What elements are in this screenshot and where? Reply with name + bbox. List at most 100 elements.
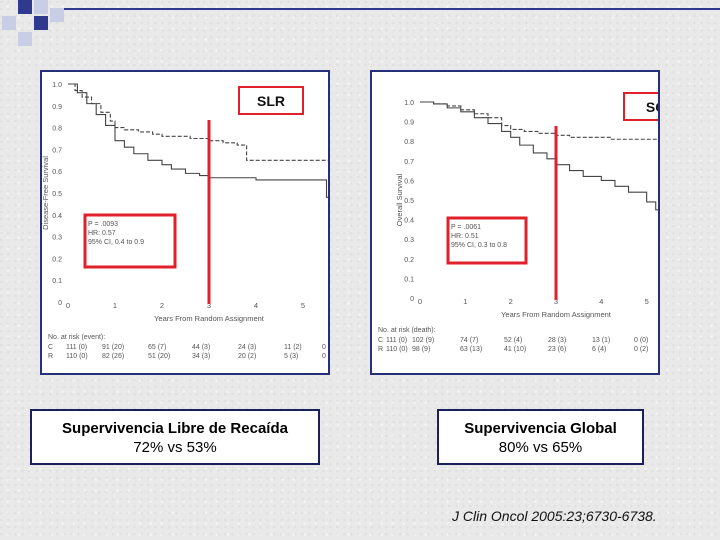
risk-row-arm: C bbox=[378, 337, 383, 344]
risk-cell: 23 (6) bbox=[548, 346, 566, 353]
risk-cell: 111 (0) bbox=[66, 344, 87, 351]
top-rule bbox=[64, 8, 720, 10]
stats-text: HR: 0.51 bbox=[451, 233, 479, 240]
y-tick-label: 0.9 bbox=[52, 104, 62, 111]
risk-cell: 0 (0) bbox=[322, 344, 328, 351]
risk-cell: 13 (1) bbox=[592, 337, 610, 344]
stats-highlight-box bbox=[446, 216, 528, 265]
risk-cell: 0 (2) bbox=[634, 346, 648, 353]
risk-cell: 65 (7) bbox=[148, 344, 166, 351]
y-tick-label: 0.8 bbox=[52, 126, 62, 133]
risk-table-heading: No. at risk (event): bbox=[48, 334, 105, 341]
series-line-r bbox=[420, 101, 658, 211]
y-tick-label: 1.0 bbox=[404, 100, 414, 107]
risk-row-arm: R bbox=[48, 353, 53, 360]
y-tick-label: 1.0 bbox=[52, 82, 62, 89]
y-tick-label: 0.3 bbox=[404, 237, 414, 244]
caption-dfs: Supervivencia Libre de Recaída 72% vs 53… bbox=[30, 409, 320, 465]
x-tick-label: 5 bbox=[645, 297, 649, 306]
x-tick-label: 3 bbox=[207, 301, 211, 310]
corner-square-decoration bbox=[34, 0, 48, 14]
risk-cell: 41 (10) bbox=[504, 346, 526, 353]
stats-text: P = .0093 bbox=[88, 221, 118, 228]
caption-os-title: Supervivencia Global bbox=[464, 420, 617, 437]
corner-square-decoration bbox=[34, 16, 48, 30]
risk-cell: 24 (3) bbox=[238, 344, 256, 351]
chart-panel-os: 0 0.1 0.2 0.3 0.4 0.5 0.6 0.7 0.8 0.9 1.0 Overall S… bbox=[370, 70, 660, 375]
chart-panel-dfs: 0 0.1 0.2 0.3 0.4 0.5 0.6 0.7 0.8 0.9 1.0 Disease-F… bbox=[40, 70, 330, 375]
risk-cell: 91 (20) bbox=[102, 344, 124, 351]
risk-cell: 5 (3) bbox=[284, 353, 298, 360]
series-line-r bbox=[68, 83, 328, 198]
risk-cell: 82 (26) bbox=[102, 353, 124, 360]
series-line-c bbox=[68, 83, 328, 161]
chart-badge: SG bbox=[646, 99, 658, 115]
x-tick-label: 5 bbox=[301, 301, 305, 310]
y-tick-label: 0.4 bbox=[52, 213, 62, 220]
y-tick-label: 0.8 bbox=[404, 139, 414, 146]
risk-cell: 74 (7) bbox=[460, 337, 478, 344]
y-tick-label: 0.4 bbox=[404, 218, 414, 225]
y-tick-label: 0.2 bbox=[404, 257, 414, 264]
risk-cell: 20 (2) bbox=[238, 353, 256, 360]
risk-cell: 98 (9) bbox=[412, 346, 430, 353]
y-tick-label: 0.7 bbox=[52, 147, 62, 154]
x-tick-label: 1 bbox=[113, 301, 117, 310]
os-chart: 0 0.1 0.2 0.3 0.4 0.5 0.6 0.7 0.8 0.9 1.0 Overall S… bbox=[378, 92, 658, 353]
x-axis-title: Years From Random Assignment bbox=[154, 314, 265, 323]
risk-cell: 51 (20) bbox=[148, 353, 170, 360]
x-tick-label: 2 bbox=[509, 297, 513, 306]
risk-row-arm: R bbox=[378, 346, 383, 353]
y-tick-label: 0.9 bbox=[404, 120, 414, 127]
risk-cell: 34 (3) bbox=[192, 353, 210, 360]
risk-row-arm: C bbox=[48, 344, 53, 351]
x-tick-label: 4 bbox=[599, 297, 603, 306]
y-tick-label: 0 bbox=[58, 300, 62, 307]
x-tick-label: 4 bbox=[254, 301, 258, 310]
x-axis-title: Years From Random Assignment bbox=[501, 310, 612, 319]
y-axis-title: Overall Survival bbox=[395, 173, 404, 226]
stats-text: 95% CI, 0.3 to 0.8 bbox=[451, 242, 507, 249]
caption-dfs-value: 72% vs 53% bbox=[133, 439, 217, 456]
risk-cell: 44 (3) bbox=[192, 344, 210, 351]
corner-square-decoration bbox=[18, 32, 32, 46]
caption-os-value: 80% vs 65% bbox=[498, 439, 583, 456]
y-tick-label: 0.1 bbox=[52, 278, 62, 285]
risk-cell: 6 (4) bbox=[592, 346, 606, 353]
risk-cell: 0 (1) bbox=[322, 353, 328, 360]
caption-os: Supervivencia Global 80% vs 65% bbox=[437, 409, 644, 465]
stats-text: P = .0061 bbox=[451, 224, 481, 231]
dfs-chart: 0 0.1 0.2 0.3 0.4 0.5 0.6 0.7 0.8 0.9 1.0 Disease-F… bbox=[42, 82, 328, 360]
y-tick-label: 0.6 bbox=[404, 178, 414, 185]
y-tick-label: 0.3 bbox=[52, 235, 62, 242]
risk-cell: 0 (0) bbox=[634, 337, 648, 344]
chart-badge: SLR bbox=[257, 93, 285, 109]
corner-square-decoration bbox=[2, 16, 16, 30]
y-tick-label: 0.7 bbox=[404, 159, 414, 166]
risk-table-heading: No. at risk (death): bbox=[378, 327, 436, 334]
stats-text: 95% CI, 0.4 to 0.9 bbox=[88, 239, 144, 246]
citation: J Clin Oncol 2005:23;6730-6738. bbox=[452, 508, 657, 524]
caption-dfs-title: Supervivencia Libre de Recaída bbox=[62, 420, 288, 437]
risk-cell: 28 (3) bbox=[548, 337, 566, 344]
x-tick-label: 2 bbox=[160, 301, 164, 310]
risk-cell: 110 (0) bbox=[386, 346, 408, 353]
y-tick-label: 0 bbox=[410, 296, 414, 303]
badge-box bbox=[623, 92, 658, 121]
risk-cell: 11 (2) bbox=[284, 344, 302, 351]
risk-cell: 52 (4) bbox=[504, 337, 522, 344]
stats-highlight-box bbox=[83, 213, 177, 269]
x-tick-label: 0 bbox=[418, 297, 422, 306]
stats-text: HR: 0.57 bbox=[88, 230, 116, 237]
x-tick-label: 0 bbox=[66, 301, 70, 310]
y-axis-title: Disease-Free Survival bbox=[42, 156, 50, 230]
risk-cell: 110 (0) bbox=[66, 353, 88, 360]
risk-cell: 111 (0) bbox=[386, 337, 407, 344]
risk-cell: 63 (13) bbox=[460, 346, 482, 353]
y-tick-label: 0.1 bbox=[404, 276, 414, 283]
corner-square-decoration bbox=[18, 0, 32, 14]
badge-box bbox=[238, 86, 304, 115]
y-tick-label: 0.6 bbox=[52, 169, 62, 176]
x-tick-label: 3 bbox=[554, 297, 558, 306]
risk-cell: 102 (9) bbox=[412, 337, 434, 344]
